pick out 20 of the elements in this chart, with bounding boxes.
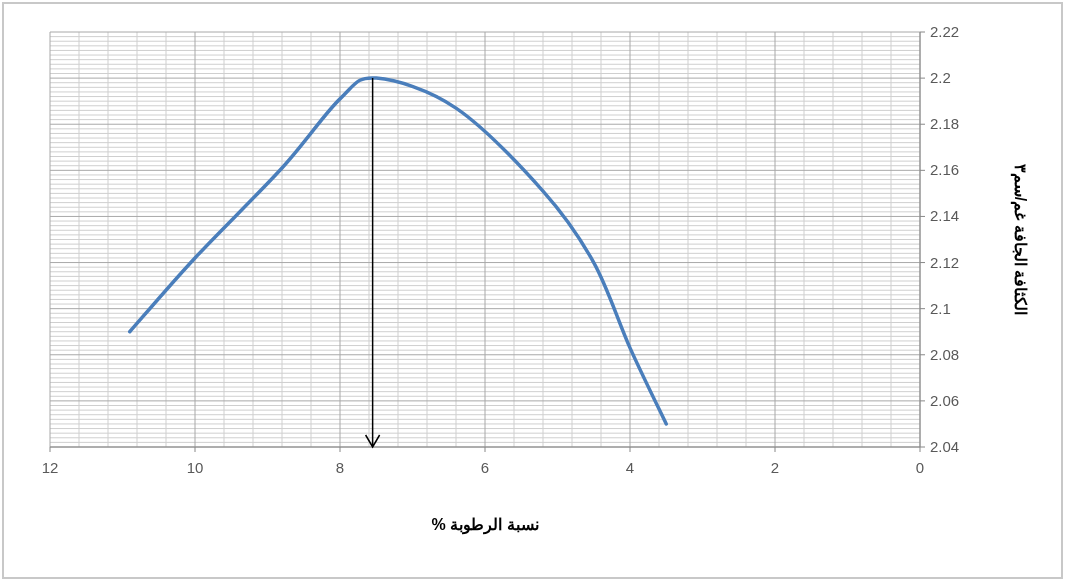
y-tick-label: 2.16	[930, 161, 960, 179]
y-tick-label: 2.14	[930, 207, 960, 225]
x-tick-label: 12	[41, 459, 59, 476]
x-tick-label: 4	[625, 459, 635, 476]
x-tick-label: 10	[186, 459, 204, 476]
line-series	[128, 76, 668, 426]
x-tick-label: 8	[335, 459, 345, 476]
y-axis-title: الكثافة الجافة غم/سم٣	[1010, 163, 1029, 316]
y-tick-label: 2.08	[930, 345, 960, 363]
y-tick-label: 2.18	[930, 115, 960, 133]
x-axis-title: نسبة الرطوبة %	[431, 516, 539, 535]
y-tick-label: 2.06	[930, 391, 960, 409]
x-tick-label: 6	[480, 459, 490, 476]
x-tick-label: 2	[770, 459, 780, 476]
y-tick-label: 2.22	[930, 23, 960, 40]
y-tick-label: 2.12	[930, 253, 960, 271]
x-tick-label: 0	[915, 459, 925, 476]
y-tick-label: 2.04	[930, 438, 960, 455]
y-tick-label: 2.2	[930, 69, 951, 87]
y-tick-label: 2.1	[930, 299, 951, 317]
